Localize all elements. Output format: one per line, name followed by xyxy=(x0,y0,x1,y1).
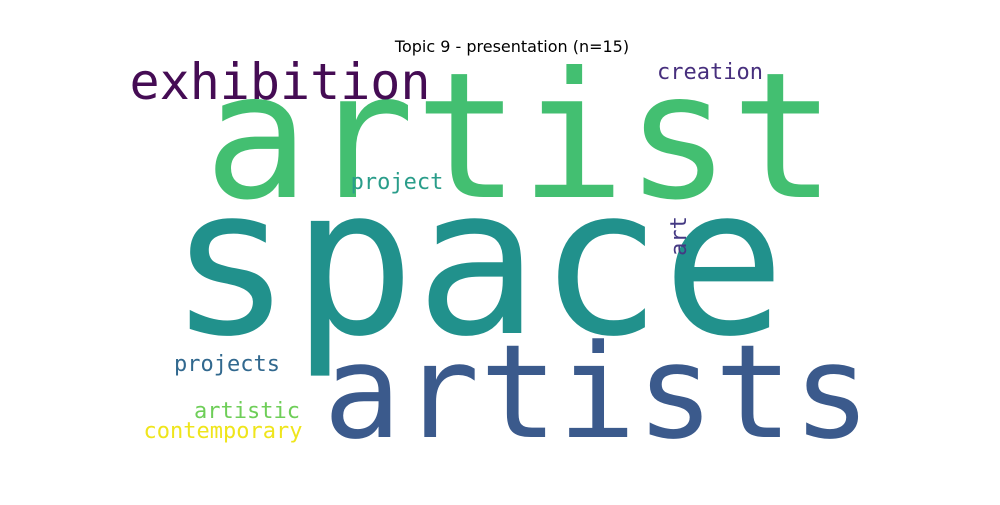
word-space: space xyxy=(168,144,785,382)
word-art: art xyxy=(667,216,692,256)
word-projects: projects xyxy=(174,352,280,377)
word-project: project xyxy=(351,170,444,195)
word-artist: artist xyxy=(204,36,836,239)
word-artists: artists xyxy=(323,316,871,468)
word-contemporary: contemporary xyxy=(144,419,303,444)
chart-title: Topic 9 - presentation (n=15) xyxy=(394,37,629,56)
word-creation: creation xyxy=(657,60,763,85)
word-exhibition: exhibition xyxy=(129,53,430,111)
word-artistic: artistic xyxy=(194,399,300,424)
